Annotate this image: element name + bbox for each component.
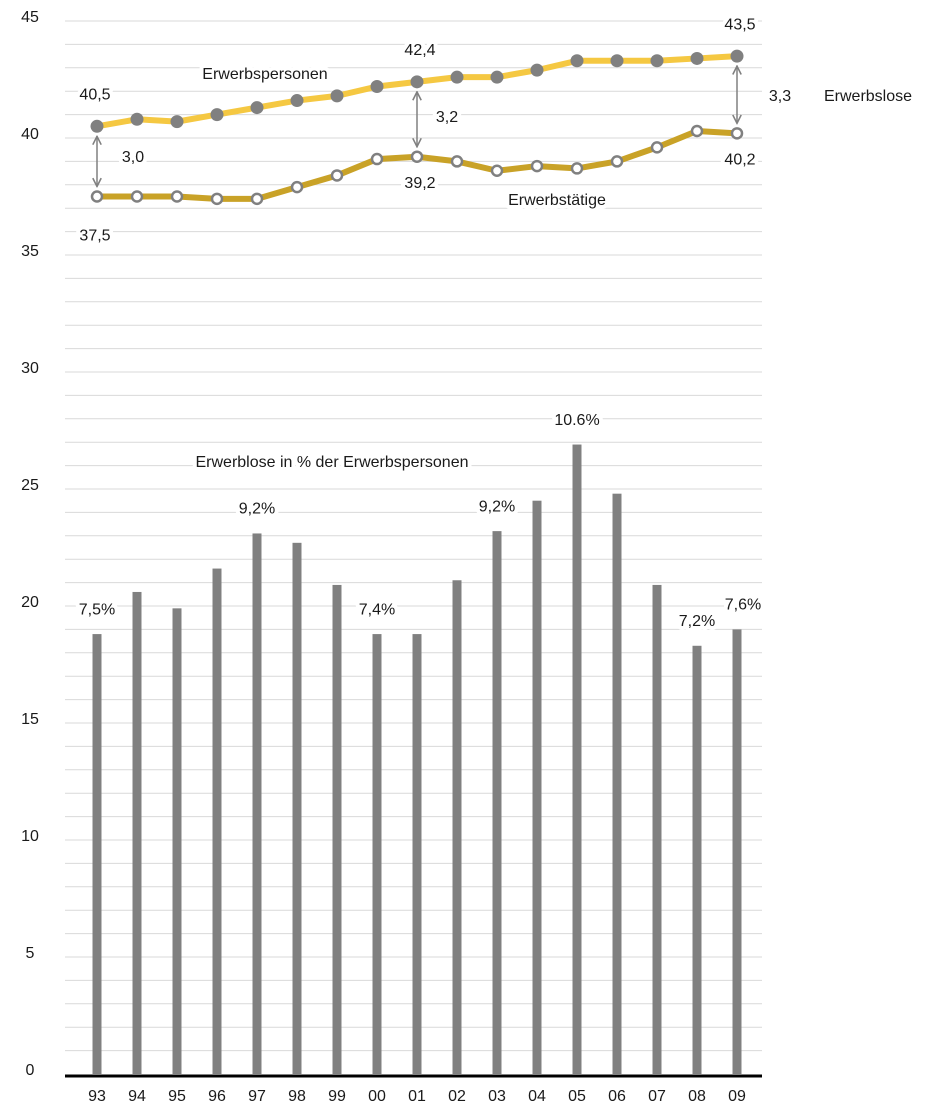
bar (572, 444, 582, 1074)
series-label: Erwerbspersonen (202, 66, 327, 83)
annotation: 3,3 (769, 88, 791, 105)
x-tick-label: 08 (688, 1088, 706, 1105)
y-tick-label: 30 (21, 360, 39, 377)
series-marker (370, 80, 384, 94)
series-marker (290, 180, 304, 194)
bar (612, 493, 622, 1074)
bar (252, 533, 262, 1074)
line-value-label: 40,2 (724, 152, 755, 169)
bar (372, 634, 382, 1074)
y-tick-label: 20 (21, 594, 39, 611)
series-marker (610, 54, 624, 68)
bar (652, 584, 662, 1074)
bar (212, 568, 222, 1074)
y-tick-label: 35 (21, 243, 39, 260)
series-marker (650, 54, 664, 68)
annotation: 3,0 (122, 149, 144, 166)
annotation: Erwerbslose (824, 88, 912, 105)
bar (492, 531, 502, 1074)
y-tick-label: 45 (21, 9, 39, 26)
bar-value-label: 7,6% (725, 597, 761, 614)
bar (292, 542, 302, 1074)
x-tick-label: 97 (248, 1088, 266, 1105)
bar-value-label: 9,2% (239, 501, 275, 518)
line-value-label: 42,4 (404, 42, 435, 59)
series-marker (330, 169, 344, 182)
line-value-label: 37,5 (79, 228, 110, 245)
line-value-label: 40,5 (79, 87, 110, 104)
y-tick-label: 15 (21, 711, 39, 728)
x-tick-label: 09 (728, 1088, 746, 1105)
x-tick-label: 98 (288, 1088, 306, 1105)
series-marker (570, 54, 584, 68)
series-marker (210, 108, 224, 122)
series-marker (130, 190, 144, 203)
series-marker (290, 94, 304, 108)
series-marker (730, 49, 744, 63)
series-marker (330, 89, 344, 103)
bar-value-label: 9,2% (479, 498, 515, 515)
x-tick-label: 01 (408, 1088, 426, 1105)
y-tick-label: 10 (21, 828, 39, 845)
bar (532, 500, 542, 1074)
bar (732, 629, 742, 1074)
series-marker (90, 119, 104, 133)
bar (692, 645, 702, 1074)
series-marker (250, 192, 264, 206)
series-marker (250, 101, 264, 115)
bar (452, 580, 462, 1074)
x-tick-label: 06 (608, 1088, 626, 1105)
series-marker (610, 155, 624, 168)
x-tick-label: 93 (88, 1088, 106, 1105)
series-marker (210, 192, 224, 206)
bar-value-label: 7,4% (359, 601, 395, 618)
series-marker (410, 150, 424, 163)
y-tick-label: 5 (26, 945, 35, 962)
series-marker (490, 164, 504, 178)
series-marker (410, 75, 424, 89)
series-marker (530, 63, 544, 77)
bar-value-label: 7,5% (79, 601, 115, 618)
series-marker (690, 124, 704, 138)
bar (412, 634, 422, 1074)
x-tick-label: 96 (208, 1088, 226, 1105)
bar (172, 608, 182, 1074)
x-tick-label: 95 (168, 1088, 186, 1105)
bar-value-label: 10.6% (554, 412, 599, 429)
x-tick-label: 00 (368, 1088, 386, 1105)
y-tick-label: 0 (26, 1062, 35, 1079)
y-tick-label: 40 (21, 126, 39, 143)
x-tick-label: 99 (328, 1088, 346, 1105)
x-tick-label: 03 (488, 1088, 506, 1105)
x-tick-label: 94 (128, 1088, 146, 1105)
series-marker (450, 155, 464, 168)
bar (132, 591, 142, 1074)
line-value-label: 43,5 (724, 16, 755, 33)
series-marker (570, 162, 584, 175)
x-tick-label: 04 (528, 1088, 546, 1105)
x-tick-label: 02 (448, 1088, 466, 1105)
series-marker (170, 115, 184, 129)
series-marker (170, 190, 184, 203)
y-tick-label: 25 (21, 477, 39, 494)
series-marker (490, 70, 504, 84)
series-marker (90, 190, 104, 203)
series-marker (690, 51, 704, 65)
series-marker (130, 112, 144, 126)
line-value-label: 39,2 (404, 175, 435, 192)
x-tick-label: 05 (568, 1088, 586, 1105)
series-marker (370, 152, 384, 166)
bar (92, 634, 102, 1074)
series-marker (450, 70, 464, 84)
bar-value-label: 7,2% (679, 613, 715, 630)
annotation: 3,2 (436, 109, 458, 126)
series-marker (730, 127, 744, 140)
bar-series-label: Erwerblose in % der Erwerbspersonen (195, 454, 468, 471)
series-marker (530, 159, 544, 173)
series-marker (650, 141, 664, 154)
x-tick-label: 07 (648, 1088, 666, 1105)
bar (332, 584, 342, 1074)
series-label: Erwerbstätige (508, 192, 606, 209)
